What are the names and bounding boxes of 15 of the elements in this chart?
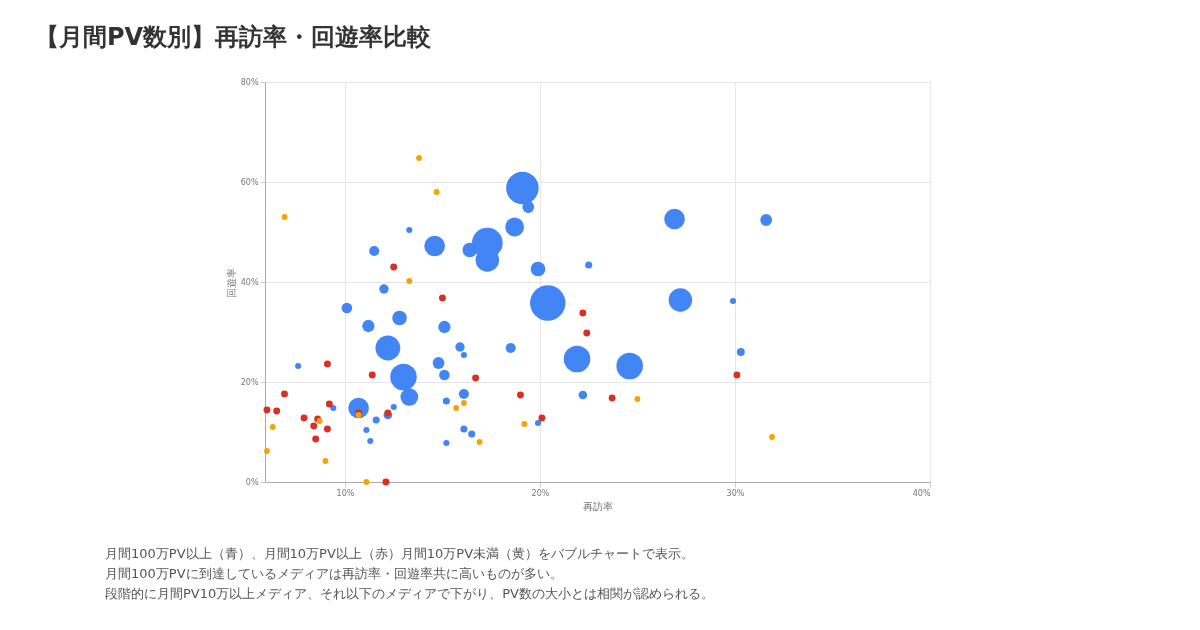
chart-title: 【月間PV数別】再訪率・回遊率比較 <box>35 23 433 51</box>
y-tick-label: 60% <box>240 177 259 187</box>
y-tick-label: 20% <box>240 377 259 387</box>
text: 段階的に月間PV10万以上メディア、それ以下のメディアで下がり、PV数の大小とは相関が認められる。 <box>105 586 715 601</box>
x-axis-title: 再訪率 <box>583 500 613 512</box>
y-axis-title: 回遊率 <box>225 267 237 298</box>
x-tick-label: 30% <box>726 488 745 498</box>
text: 月間100万PVに到達しているメディアは再訪率・回遊率共に高いものが多い。 <box>105 566 563 581</box>
text: 月間100万PV以上（青）、月間10万PV以上（赤）月間10万PV未満（黄）をバブルチャートで表示。 <box>105 546 695 561</box>
y-tick-label: 40% <box>240 277 259 287</box>
x-tick-label: 40% <box>912 488 931 498</box>
y-tick-label: 0% <box>245 477 259 487</box>
x-tick-label: 10% <box>336 488 355 498</box>
x-tick-label: 20% <box>531 488 550 498</box>
y-tick-label: 80% <box>240 77 259 87</box>
